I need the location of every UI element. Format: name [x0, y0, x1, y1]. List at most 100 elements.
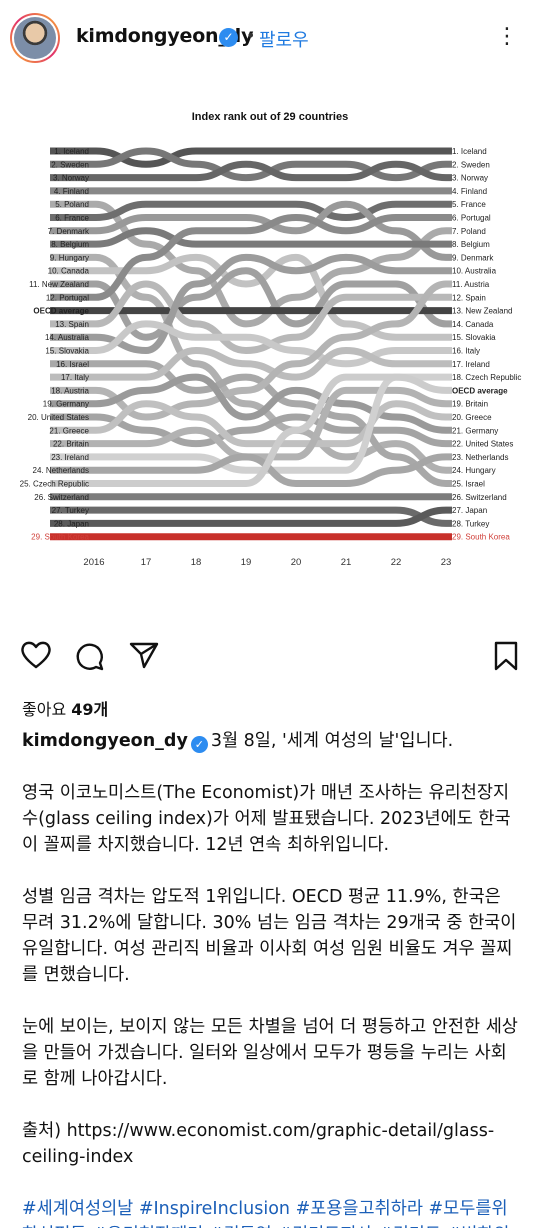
right-rank-label: 1. Iceland [452, 147, 487, 156]
right-rank-label: 11. Austria [452, 280, 490, 289]
comment-icon[interactable] [74, 640, 106, 676]
left-rank-label: 22. Britain [53, 440, 89, 449]
right-rank-label: 13. New Zealand [452, 307, 512, 316]
series-line [50, 200, 452, 328]
right-rank-label: 9. Denmark [452, 253, 494, 262]
series-line [50, 346, 452, 381]
right-rank-label: 20. Greece [452, 413, 492, 422]
x-tick-label: 22 [391, 557, 402, 568]
right-rank-label: 5. France [452, 200, 486, 209]
series-line [50, 253, 452, 355]
series-line [50, 147, 452, 168]
likes-number: 49개 [71, 700, 109, 719]
right-rank-label: 16. Italy [452, 347, 480, 356]
left-rank-label: 28. Japan [54, 519, 89, 528]
right-rank-label: 4. Finland [452, 187, 487, 196]
right-rank-label: 23. Netherlands [452, 453, 508, 462]
x-tick-label: 19 [241, 557, 252, 568]
caption-paragraph-1: 영국 이코노미스트(The Economist)가 매년 조사하는 유리천장지수… [22, 783, 511, 855]
left-rank-label: 2. Sweden [51, 160, 89, 169]
follow-button[interactable]: 팔로우 [259, 30, 309, 51]
left-rank-label: 12. Portugal [46, 293, 89, 302]
series-line [50, 506, 452, 527]
glass-ceiling-chart: Index rank out of 29 countries 1. Icelan… [20, 111, 522, 568]
left-rank-label: 15. Slovakia [45, 347, 89, 356]
caption-username[interactable]: kimdongyeon_dy [22, 731, 188, 751]
right-rank-label: 21. Germany [452, 426, 498, 435]
right-rank-label: 22. United States [452, 440, 513, 449]
avatar[interactable] [10, 13, 60, 63]
series-line [50, 400, 452, 448]
x-tick-label: 20 [291, 557, 302, 568]
series-line [50, 280, 452, 421]
x-tick-label: 17 [141, 557, 152, 568]
bookmark-icon[interactable] [493, 640, 519, 676]
left-rank-label: 10. Canada [48, 267, 90, 276]
left-rank-label: 14. Australia [45, 333, 90, 342]
left-rank-label: 1. Iceland [54, 147, 89, 156]
left-rank-label: 4. Finland [54, 187, 89, 196]
left-rank-label: 3. Norway [53, 174, 89, 183]
left-rank-label: 24. Netherlands [33, 466, 89, 475]
post-image[interactable]: Index rank out of 29 countries 1. Icelan… [0, 80, 540, 620]
left-rank-label: 16. Israel [56, 360, 89, 369]
right-rank-label: 2. Sweden [452, 160, 490, 169]
separator-dot: • [246, 26, 256, 45]
likes-label: 좋아요 [22, 700, 67, 719]
series-line [50, 267, 452, 341]
left-rank-label: 20. United States [28, 413, 89, 422]
left-rank-label: 17. Italy [61, 373, 89, 382]
right-rank-label: 7. Poland [452, 227, 486, 236]
left-rank-label: 9. Hungary [50, 253, 89, 262]
right-rank-label: 14. Canada [452, 320, 494, 329]
caption-hashtags[interactable]: #세계여성의날 #InspireInclusion #포용을고취하라 #모두를위… [22, 1199, 510, 1228]
more-horizontal-icon[interactable]: ⋮ [496, 24, 519, 49]
series-line [50, 386, 452, 461]
heart-icon[interactable] [20, 640, 52, 674]
right-rank-label: 25. Israel [452, 480, 485, 489]
left-rank-label: 26. Switzerland [34, 493, 89, 502]
right-rank-label: 8. Belgium [452, 240, 490, 249]
x-tick-label: 23 [441, 557, 452, 568]
left-rank-label: OECD average [33, 307, 89, 316]
right-rank-label: 17. Ireland [452, 360, 490, 369]
left-rank-label: 19. Germany [43, 400, 89, 409]
post-username[interactable]: kimdongyeon_dy [76, 25, 254, 47]
series-line [50, 227, 452, 248]
caption-paragraph-3: 눈에 보이는, 보이지 않는 모든 차별을 넘어 더 평등하고 안전한 세상을 … [22, 1017, 518, 1089]
series-line [50, 200, 452, 261]
series-line [50, 200, 452, 222]
right-rank-label: 18. Czech Republic [452, 373, 521, 382]
caption-paragraph-2: 성별 임금 격차는 압도적 1위입니다. OECD 평균 11.9%, 한국은 … [22, 887, 517, 985]
left-rank-label: 11. New Zealand [29, 280, 89, 289]
right-rank-label: 24. Hungary [452, 466, 496, 475]
action-bar [0, 636, 540, 682]
right-rank-label: OECD average [452, 386, 508, 395]
series-line [50, 413, 452, 448]
left-rank-label: 25. Czech Republic [20, 480, 89, 489]
verified-badge-icon: ✓ [219, 28, 238, 47]
left-rank-label: 23. Ireland [51, 453, 89, 462]
profile-photo [14, 17, 56, 59]
post-caption: kimdongyeon_dy ✓ 3월 8일, '세계 여성의 날'입니다. 영국 … [22, 728, 522, 1228]
series-line [50, 320, 452, 368]
left-rank-label: 7. Denmark [48, 227, 90, 236]
x-tick-label: 18 [191, 557, 202, 568]
likes-count[interactable]: 좋아요 49개 [22, 696, 108, 720]
send-icon[interactable] [128, 640, 160, 674]
left-rank-label: 21. Greece [49, 426, 89, 435]
left-rank-label: 27. Turkey [52, 506, 89, 515]
series-line [50, 373, 452, 434]
caption-first-line: 3월 8일, '세계 여성의 날'입니다. [210, 731, 454, 751]
x-tick-label: 2016 [83, 557, 104, 568]
verified-badge-icon: ✓ [190, 736, 208, 753]
left-rank-label: 6. France [55, 214, 89, 223]
series-line [50, 373, 452, 487]
right-rank-label: 28. Turkey [452, 519, 489, 528]
right-rank-label: 10. Australia [452, 267, 497, 276]
left-rank-label: 29. South Korea [31, 533, 89, 542]
caption-source-link[interactable]: 출처) https://www.economist.com/graphic-de… [22, 1121, 495, 1167]
left-rank-label: 18. Austria [51, 386, 89, 395]
left-rank-label: 8. Belgium [51, 240, 89, 249]
left-rank-label: 5. Poland [55, 200, 89, 209]
